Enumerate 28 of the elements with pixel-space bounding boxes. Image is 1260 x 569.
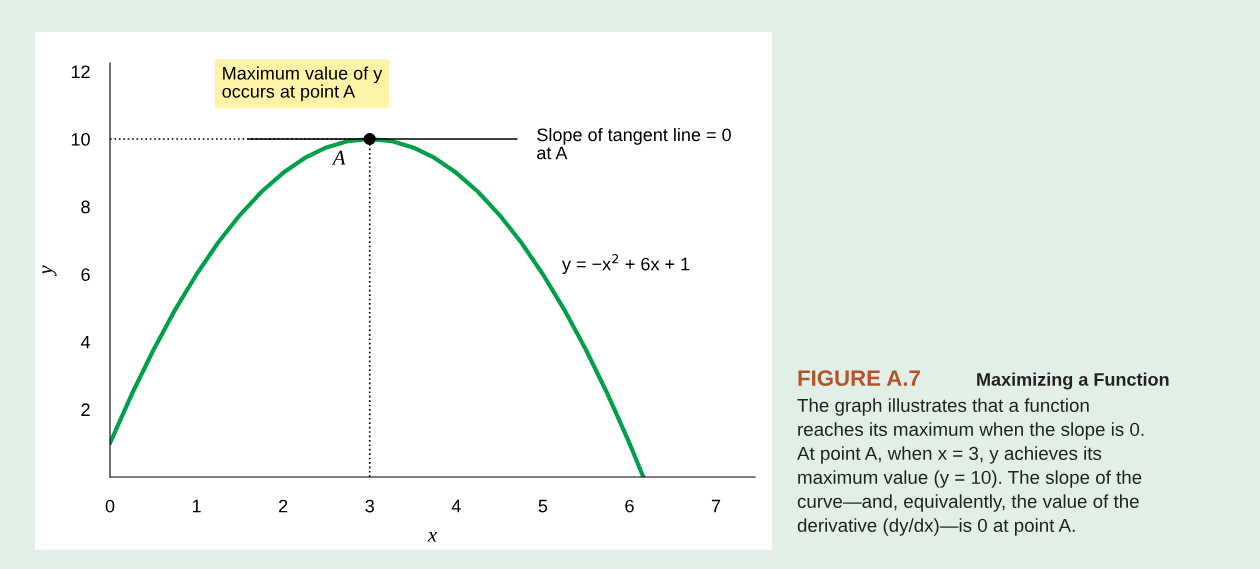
annotation: Slope of tangent line = 0 at A	[537, 127, 731, 160]
x-tick-label: 6	[625, 499, 634, 513]
y-tick-label: 8	[81, 200, 90, 214]
y-tick-label: 6	[81, 268, 90, 281]
x-axis-title: x	[427, 532, 437, 542]
text: The graph illustrates that a function	[797, 398, 1089, 416]
annotation: Maximum value of y occurs at point A	[222, 66, 383, 102]
y-tick-label: 4	[80, 335, 91, 349]
y-axis-title: y	[42, 265, 57, 277]
text: derivative (dy/dx)—is 0 at point A.	[797, 518, 1075, 536]
text: curve—and, equivalently, the value of the	[797, 494, 1139, 512]
y-tick-label: 12	[71, 65, 90, 78]
annotation: y = −x$^{2}$ + 6x + 1	[561, 253, 690, 275]
y-tick-label: 10	[71, 132, 90, 146]
x-tick-label: 0	[105, 499, 115, 513]
x-tick-label: 5	[538, 499, 548, 513]
x-tick-label: 3	[365, 499, 374, 513]
x-tick-label: 4	[451, 499, 461, 513]
annotation: A	[331, 150, 346, 165]
x-tick-label: 1	[192, 499, 201, 513]
text: Maximizing a Function	[977, 372, 1169, 390]
text: At point A, when x = 3, y achieves its	[797, 446, 1102, 464]
y-tick-label: 2	[81, 403, 90, 416]
text: maximum value (y = 10). The slope of the	[798, 470, 1142, 488]
x-tick-label: 2	[279, 499, 288, 513]
text: FIGURE A.7	[798, 370, 920, 386]
x-tick-label: 7	[711, 499, 721, 513]
text: reaches its maximum when the slope is 0.	[798, 422, 1144, 440]
